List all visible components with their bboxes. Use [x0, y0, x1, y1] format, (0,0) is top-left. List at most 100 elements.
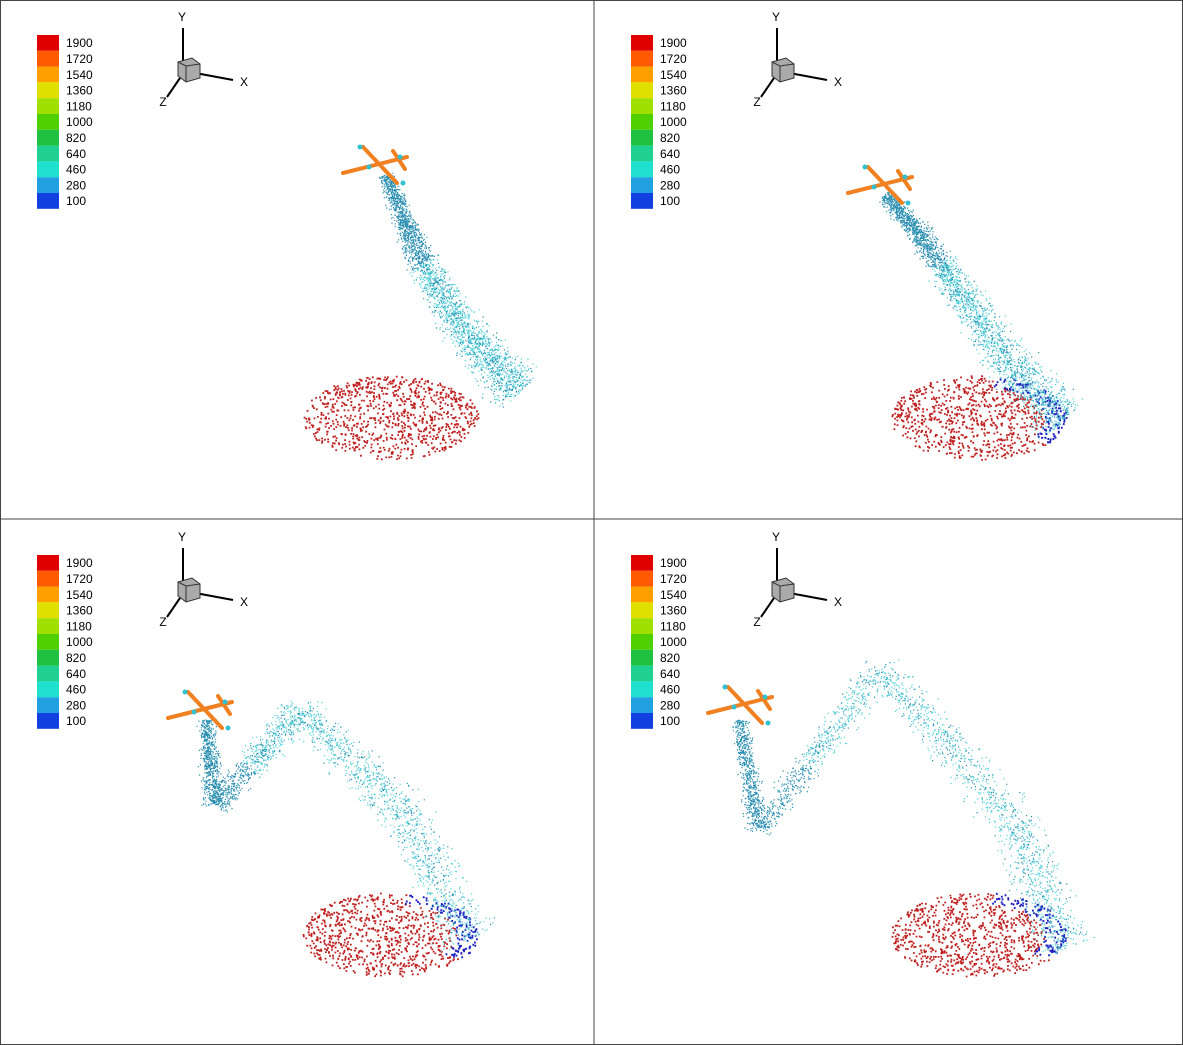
- spray-particles: [196, 706, 495, 947]
- aircraft: [706, 684, 774, 726]
- legend-swatch: [631, 618, 653, 634]
- nozzle: [871, 184, 877, 190]
- axis-label: Z: [753, 615, 760, 629]
- aircraft-tail: [216, 694, 232, 716]
- legend-label: 1360: [66, 604, 93, 618]
- legend-label: 280: [660, 178, 680, 192]
- aircraft-wing: [341, 155, 409, 175]
- axis-z: [166, 597, 181, 618]
- legend-label: 1900: [660, 36, 687, 50]
- axis-label: Y: [772, 10, 780, 24]
- axis-label: X: [834, 75, 842, 89]
- legend-label: 1540: [66, 588, 93, 602]
- legend-swatch: [37, 114, 59, 130]
- spray-particles: [241, 701, 494, 952]
- legend-label: 280: [66, 178, 86, 192]
- axis-cube: [177, 577, 201, 603]
- legend-label: 1720: [66, 52, 93, 66]
- aircraft-tail: [391, 149, 407, 171]
- legend-label: 460: [66, 163, 86, 177]
- axis-label: Y: [772, 530, 780, 544]
- axis-label: Y: [178, 530, 186, 544]
- legend-swatch: [631, 713, 653, 729]
- axis-cube-face: [177, 581, 201, 602]
- nozzle: [182, 689, 188, 695]
- nozzle: [222, 699, 228, 705]
- legend-label: 1000: [66, 115, 93, 129]
- axis-z: [166, 77, 181, 98]
- legend-swatch: [37, 50, 59, 67]
- nozzle: [862, 164, 868, 170]
- legend-swatch: [37, 82, 59, 99]
- legend-swatch: [37, 649, 59, 666]
- legend-label: 1540: [66, 68, 93, 82]
- axis-cube-face: [771, 581, 795, 602]
- legend-label: 1900: [660, 556, 687, 570]
- legend-label: 280: [660, 698, 680, 712]
- legend-swatch: [631, 82, 653, 99]
- nozzle: [397, 154, 403, 160]
- legend-swatch: [631, 35, 653, 51]
- axis-label: X: [240, 75, 248, 89]
- legend-swatch: [631, 570, 653, 587]
- legend-swatch: [631, 681, 653, 698]
- axis-cube: [177, 57, 201, 83]
- legend-swatch: [37, 193, 59, 209]
- legend-label: 1180: [66, 99, 92, 113]
- legend-swatch: [37, 66, 59, 83]
- aircraft-fuselage: [361, 145, 399, 185]
- aircraft-wing: [706, 695, 774, 715]
- legend-swatch: [37, 634, 59, 650]
- aircraft-wing: [166, 700, 234, 720]
- legend-label: 640: [66, 147, 86, 161]
- nozzle: [366, 164, 372, 170]
- legend-swatch: [37, 555, 59, 571]
- legend-label: 100: [66, 194, 86, 208]
- axis-cube: [771, 57, 795, 83]
- legend-label: 820: [66, 651, 86, 665]
- nozzle: [357, 144, 363, 150]
- nozzle: [902, 174, 908, 180]
- nozzle: [722, 684, 728, 690]
- legend-label: 460: [66, 683, 86, 697]
- legend-swatch: [631, 98, 653, 114]
- aircraft-fuselage: [866, 165, 904, 205]
- legend-label: 1180: [660, 99, 686, 113]
- spray-particles: [803, 659, 1095, 959]
- legend-swatch: [37, 177, 59, 193]
- disk-particles: [302, 892, 459, 978]
- legend-swatch: [37, 697, 59, 713]
- legend-swatch: [37, 618, 59, 634]
- axis-cube-face: [771, 61, 795, 82]
- legend-swatch: [631, 697, 653, 713]
- spray-particles: [378, 172, 533, 408]
- legend-swatch: [37, 586, 59, 603]
- legend-swatch: [37, 681, 59, 698]
- legend-swatch: [631, 634, 653, 650]
- nozzle: [191, 709, 197, 715]
- legend-swatch: [631, 50, 653, 67]
- legend-swatch: [631, 129, 653, 146]
- legend-swatch: [37, 129, 59, 146]
- disk-particles: [303, 375, 480, 461]
- aircraft: [846, 164, 914, 206]
- legend-label: 280: [66, 698, 86, 712]
- aircraft: [341, 144, 409, 186]
- legend-swatch: [631, 145, 653, 162]
- legend-label: 100: [660, 194, 680, 208]
- legend-label: 1180: [660, 619, 686, 633]
- legend-swatch: [37, 602, 59, 619]
- axis-z: [760, 77, 775, 98]
- legend-swatch: [631, 649, 653, 666]
- nozzle: [905, 200, 911, 206]
- legend-label: 820: [660, 651, 680, 665]
- nozzle: [762, 694, 768, 700]
- legend-swatch: [631, 555, 653, 571]
- spray-particles: [879, 191, 1076, 439]
- nozzle: [731, 704, 737, 710]
- aircraft-tail: [756, 689, 772, 711]
- legend-label: 640: [66, 667, 86, 681]
